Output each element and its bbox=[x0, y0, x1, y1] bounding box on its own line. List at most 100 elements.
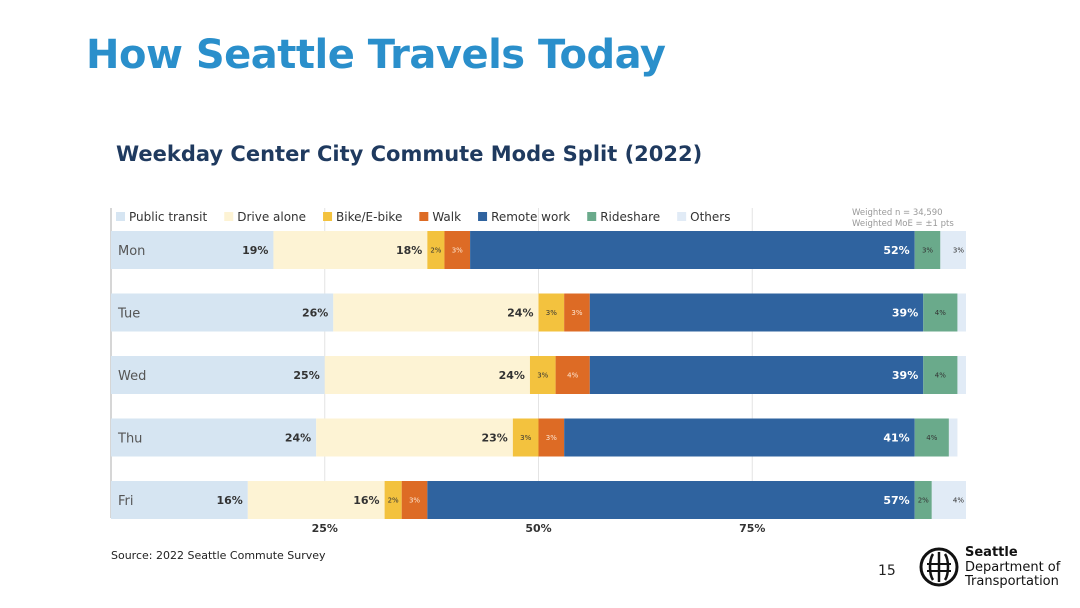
bar-drive-alone-tue bbox=[333, 293, 539, 332]
data-label-rideshare-mon: 3% bbox=[922, 247, 933, 255]
bar-walk-thu bbox=[538, 418, 565, 457]
legend-swatch-rideshare bbox=[587, 212, 597, 221]
x-tick-label-25: 25% bbox=[312, 522, 338, 535]
bar-others-thu bbox=[948, 418, 958, 457]
bar-public-transit-wed bbox=[111, 356, 325, 394]
x-axis: 25% 50% 75% bbox=[312, 522, 766, 535]
bar-drive-alone-mon bbox=[273, 231, 428, 269]
legend-label-drive-alone: Drive alone bbox=[237, 210, 306, 224]
bar-remote-work-tue bbox=[589, 293, 924, 332]
bar-drive-alone-wed bbox=[324, 356, 530, 394]
data-label-remote-work-thu: 41% bbox=[883, 432, 909, 445]
weighted-moe: Weighted MoE = ±1 pts bbox=[852, 219, 954, 229]
bar-row-fri: 16% 16% 2% 3% 57% 2% 4% Fri bbox=[111, 481, 966, 519]
bar-rideshare-thu bbox=[914, 418, 949, 457]
bar-remote-work-mon bbox=[470, 231, 915, 269]
bar-public-transit-thu bbox=[111, 418, 317, 457]
data-label-rideshare-wed: 4% bbox=[935, 372, 946, 380]
data-label-rideshare-thu: 4% bbox=[926, 434, 937, 442]
legend-label-remote-work: Remote work bbox=[491, 210, 570, 224]
page-number: 15 bbox=[878, 563, 896, 579]
legend-label-public-transit: Public transit bbox=[129, 210, 208, 224]
data-label-public-transit-fri: 16% bbox=[216, 494, 242, 507]
bar-walk-tue bbox=[564, 293, 590, 332]
bar-bike-e-bike-thu bbox=[512, 418, 539, 457]
category-label-wed: Wed bbox=[118, 369, 146, 384]
bar-public-transit-fri bbox=[111, 481, 248, 519]
bar-row-thu: 24% 23% 3% 3% 41% 4% Thu bbox=[111, 418, 958, 457]
x-tick-label-75: 75% bbox=[739, 522, 765, 535]
data-label-remote-work-tue: 39% bbox=[892, 307, 918, 320]
category-label-tue: Tue bbox=[117, 307, 140, 322]
data-label-walk-fri: 3% bbox=[409, 497, 420, 505]
data-label-walk-thu: 3% bbox=[546, 434, 557, 442]
legend: Public transit Drive alone Bike/E-bike Walk… bbox=[116, 210, 730, 224]
data-label-drive-alone-thu: 23% bbox=[482, 432, 508, 445]
bar-row-tue: 26% 24% 3% 3% 39% 4% Tue bbox=[111, 293, 966, 332]
bar-bike-e-bike-wed bbox=[529, 356, 556, 394]
data-label-drive-alone-mon: 18% bbox=[396, 244, 422, 257]
logo-line-2: Department of bbox=[965, 559, 1061, 575]
data-label-public-transit-mon: 19% bbox=[242, 244, 268, 257]
bar-others-tue bbox=[957, 293, 966, 332]
logo-line-3: Transportation bbox=[965, 574, 1059, 589]
logo-line-1: Seattle bbox=[965, 545, 1018, 560]
legend-label-rideshare: Rideshare bbox=[600, 210, 660, 224]
bar-others-fri bbox=[931, 481, 966, 519]
data-label-remote-work-mon: 52% bbox=[883, 244, 909, 257]
bar-rideshare-mon bbox=[914, 231, 941, 269]
data-label-public-transit-wed: 25% bbox=[293, 369, 319, 382]
legend-label-others: Others bbox=[690, 210, 730, 224]
data-label-walk-wed: 4% bbox=[567, 372, 578, 380]
bar-others-mon bbox=[940, 231, 966, 269]
weighted-note: Weighted n = 34,590 Weighted MoE = ±1 pt… bbox=[852, 208, 954, 230]
data-label-drive-alone-wed: 24% bbox=[499, 369, 525, 382]
bar-row-wed: 25% 24% 3% 4% 39% 4% Wed bbox=[111, 356, 966, 394]
legend-label-walk: Walk bbox=[432, 210, 461, 224]
category-label-fri: Fri bbox=[118, 494, 134, 509]
bar-walk-mon bbox=[444, 231, 471, 269]
bar-drive-alone-fri bbox=[247, 481, 385, 519]
x-tick-label-50: 50% bbox=[525, 522, 551, 535]
bar-bike-e-bike-mon bbox=[427, 231, 445, 269]
bar-remote-work-wed bbox=[589, 356, 924, 394]
slide-title: How Seattle Travels Today bbox=[86, 32, 666, 78]
chart-title: Weekday Center City Commute Mode Split (… bbox=[116, 142, 703, 166]
data-label-others-mon: 3% bbox=[953, 247, 964, 255]
data-label-rideshare-fri: 2% bbox=[918, 497, 929, 505]
data-label-bike-e-bike-thu: 3% bbox=[520, 434, 531, 442]
data-label-drive-alone-tue: 24% bbox=[507, 307, 533, 320]
bar-others-wed bbox=[957, 356, 966, 394]
bar-bike-e-bike-tue bbox=[538, 293, 565, 332]
legend-swatch-bike-e-bike bbox=[323, 212, 333, 221]
bar-public-transit-mon bbox=[111, 231, 274, 269]
data-label-bike-e-bike-wed: 3% bbox=[537, 372, 548, 380]
bar-remote-work-thu bbox=[564, 418, 915, 457]
bar-rideshare-wed bbox=[923, 356, 958, 394]
legend-swatch-remote-work bbox=[478, 212, 488, 221]
data-label-others-fri: 4% bbox=[953, 497, 964, 505]
legend-swatch-walk bbox=[419, 212, 429, 221]
data-label-walk-tue: 3% bbox=[571, 309, 582, 317]
legend-swatch-drive-alone bbox=[224, 212, 234, 221]
data-label-bike-e-bike-mon: 2% bbox=[430, 247, 441, 255]
bar-walk-wed bbox=[555, 356, 590, 394]
data-label-drive-alone-fri: 16% bbox=[353, 494, 379, 507]
data-label-public-transit-tue: 26% bbox=[302, 307, 328, 320]
data-label-rideshare-tue: 4% bbox=[935, 309, 946, 317]
data-label-walk-mon: 3% bbox=[452, 247, 463, 255]
bar-bike-e-bike-fri bbox=[384, 481, 402, 519]
category-label-thu: Thu bbox=[117, 432, 142, 447]
data-label-remote-work-fri: 57% bbox=[883, 494, 909, 507]
bars: 19% 18% 2% 3% 52% 3% 3% Mon 26% 24% 3% 3% 39% 4% Tue 25… bbox=[111, 231, 966, 519]
source-note: Source: 2022 Seattle Commute Survey bbox=[111, 549, 326, 562]
bar-rideshare-fri bbox=[914, 481, 932, 519]
sdot-logo-text: Seattle Department of Transportation bbox=[965, 545, 1061, 590]
bar-public-transit-tue bbox=[111, 293, 334, 332]
data-label-remote-work-wed: 39% bbox=[892, 369, 918, 382]
weighted-n: Weighted n = 34,590 bbox=[852, 208, 943, 218]
data-label-public-transit-thu: 24% bbox=[285, 432, 311, 445]
mode-split-chart: Public transit Drive alone Bike/E-bike Walk… bbox=[110, 208, 966, 535]
bar-drive-alone-thu bbox=[316, 418, 513, 457]
legend-swatch-others bbox=[677, 212, 687, 221]
